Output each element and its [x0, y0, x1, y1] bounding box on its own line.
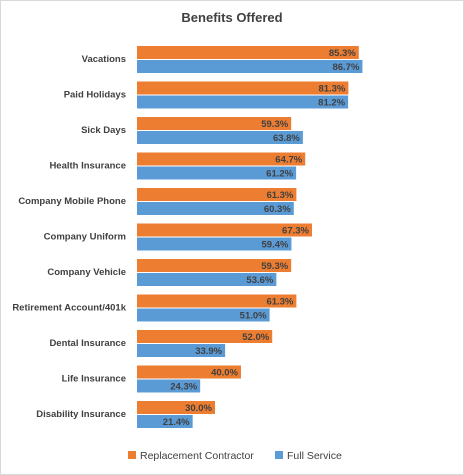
data-label-replacement-contractor-retirement-account-401k: 61.3% — [266, 297, 293, 308]
bar-full-service-vacations — [137, 60, 363, 73]
bar-replacement-contractor-vacations — [137, 46, 359, 59]
bar-replacement-contractor-health-insurance — [137, 152, 306, 166]
data-label-full-service-life-insurance: 24.3% — [170, 382, 197, 393]
legend-label-replacement-contractor: Replacement Contractor — [140, 450, 254, 462]
data-label-replacement-contractor-company-vehicle: 59.3% — [261, 261, 288, 272]
data-label-replacement-contractor-life-insurance: 40.0% — [211, 368, 238, 379]
bar-replacement-contractor-life-insurance — [137, 365, 241, 379]
data-label-replacement-contractor-vacations: 85.3% — [329, 48, 356, 59]
legend-swatch-full-service — [275, 451, 283, 459]
legend-label-full-service: Full Service — [287, 450, 342, 462]
bar-full-service-company-uniform — [137, 237, 292, 251]
bar-full-service-life-insurance — [137, 379, 201, 393]
data-label-full-service-paid-holidays: 81.2% — [318, 98, 345, 109]
bar-replacement-contractor-sick-days — [137, 117, 292, 130]
category-label-dental-insurance: Dental Insurance — [49, 338, 126, 349]
data-label-replacement-contractor-company-mobile-phone: 61.3% — [266, 190, 293, 201]
bar-replacement-contractor-retirement-account-401k — [137, 294, 297, 308]
bar-full-service-paid-holidays — [137, 95, 349, 109]
category-label-company-mobile-phone: Company Mobile Phone — [18, 196, 126, 207]
data-label-replacement-contractor-disability-insurance: 30.0% — [185, 403, 212, 414]
plot-area: Vacations 85.3% 86.7% Paid Holidays 81.3% 81.… — [12, 46, 363, 428]
bar-replacement-contractor-dental-insurance — [137, 330, 273, 343]
data-label-replacement-contractor-sick-days: 59.3% — [261, 119, 288, 130]
bar-full-service-company-mobile-phone — [137, 202, 294, 215]
category-label-vacations: Vacations — [82, 54, 126, 65]
bar-full-service-sick-days — [137, 131, 303, 144]
data-label-full-service-sick-days: 63.8% — [273, 133, 300, 144]
category-label-retirement-account-401k: Retirement Account/401k — [12, 303, 126, 314]
category-label-health-insurance: Health Insurance — [49, 161, 126, 172]
category-label-paid-holidays: Paid Holidays — [64, 90, 126, 101]
bar-full-service-retirement-account-401k — [137, 308, 270, 322]
bar-full-service-dental-insurance — [137, 344, 226, 357]
data-label-full-service-retirement-account-401k: 51.0% — [240, 311, 267, 322]
data-label-full-service-health-insurance: 61.2% — [266, 169, 293, 180]
bar-full-service-disability-insurance — [137, 415, 193, 428]
bar-replacement-contractor-company-vehicle — [137, 259, 292, 272]
bar-full-service-company-vehicle — [137, 273, 277, 286]
data-label-full-service-company-mobile-phone: 60.3% — [264, 204, 291, 215]
bar-replacement-contractor-company-uniform — [137, 223, 312, 237]
data-label-replacement-contractor-paid-holidays: 81.3% — [318, 84, 345, 95]
category-label-company-uniform: Company Uniform — [44, 232, 126, 243]
category-label-company-vehicle: Company Vehicle — [47, 267, 126, 278]
category-label-life-insurance: Life Insurance — [62, 374, 126, 385]
bar-replacement-contractor-company-mobile-phone — [137, 188, 297, 201]
data-label-full-service-dental-insurance: 33.9% — [195, 346, 222, 357]
chart-title: Benefits Offered — [181, 10, 282, 25]
data-label-full-service-vacations: 86.7% — [332, 62, 359, 73]
category-label-sick-days: Sick Days — [81, 125, 126, 136]
bar-full-service-health-insurance — [137, 166, 297, 180]
data-label-replacement-contractor-health-insurance: 64.7% — [275, 155, 302, 166]
data-label-full-service-disability-insurance: 21.4% — [163, 417, 190, 428]
data-label-replacement-contractor-company-uniform: 67.3% — [282, 226, 309, 237]
data-label-replacement-contractor-dental-insurance: 52.0% — [242, 332, 269, 343]
legend: Replacement Contractor Full Service — [128, 450, 342, 462]
data-label-full-service-company-uniform: 59.4% — [262, 240, 289, 251]
legend-swatch-replacement-contractor — [128, 451, 136, 459]
bar-replacement-contractor-disability-insurance — [137, 401, 215, 414]
bar-replacement-contractor-paid-holidays — [137, 81, 349, 95]
data-label-full-service-company-vehicle: 53.6% — [246, 275, 273, 286]
category-label-disability-insurance: Disability Insurance — [36, 409, 126, 420]
